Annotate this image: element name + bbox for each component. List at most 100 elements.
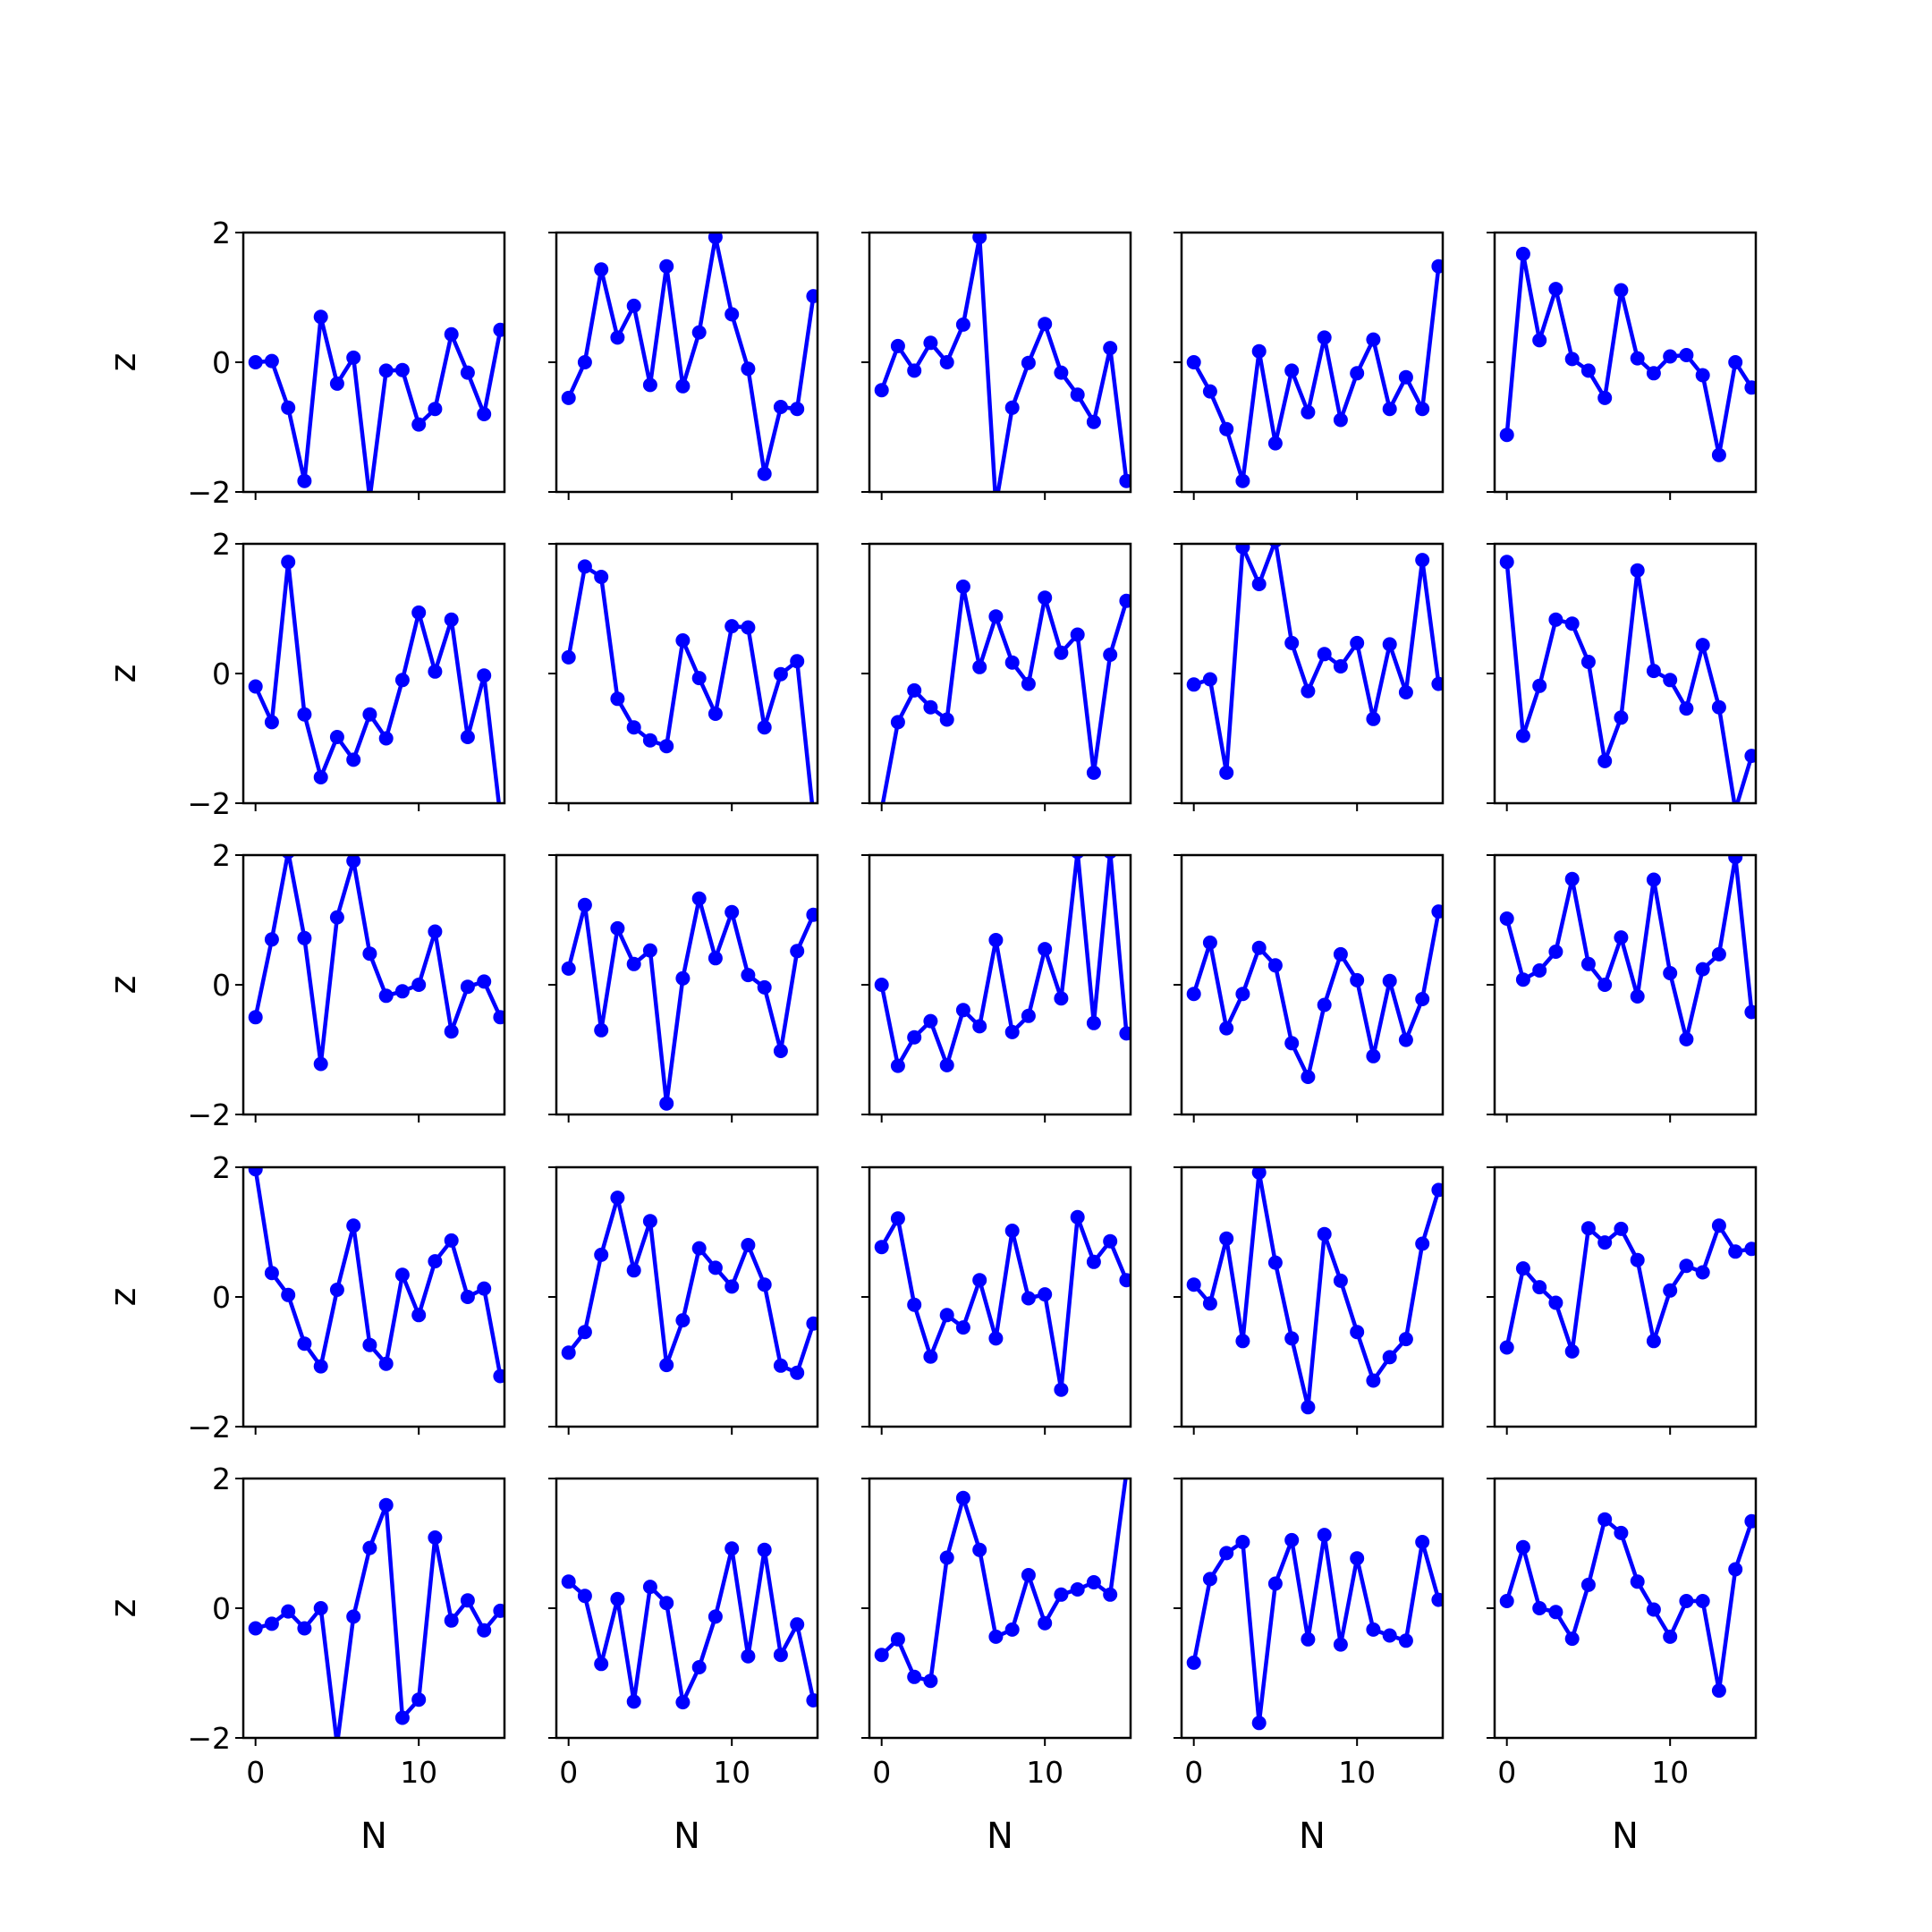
data-point [1070,1582,1085,1597]
data-point [1366,1373,1381,1388]
data-point [1614,930,1629,945]
panel-plot-area [561,1541,818,1710]
data-point [741,620,756,635]
data-point [394,1267,410,1283]
data-point [1614,283,1629,298]
data-point [493,322,504,337]
panel-plot-area [1499,246,1756,462]
data-point [1580,1577,1596,1592]
data-point [642,377,657,393]
y-tick-label: 2 [212,216,231,250]
panel-plot-area [248,1497,504,1738]
data-point [790,1617,805,1632]
data-point [346,350,361,365]
data-point [642,733,657,748]
data-point [741,968,756,983]
data-point [561,1345,576,1360]
data-point [1499,1340,1514,1355]
series-line [253,560,501,803]
data-point [1366,1622,1381,1637]
data-point [659,739,674,754]
data-point [1398,1633,1413,1648]
data-point [297,1336,312,1352]
data-point [1119,1273,1131,1288]
data-point [1515,1539,1530,1555]
y-tick-label: −2 [187,1097,231,1132]
series-line [1191,1170,1441,1410]
data-point [939,1550,954,1565]
data-point [806,289,818,304]
y-axis-label: z [103,665,144,683]
data-point [394,984,410,999]
data-point [610,920,625,936]
data-point [642,943,657,958]
y-axis-label: z [103,976,144,995]
panel-plot-area [1186,1528,1443,1731]
panel-plot-area [248,309,504,492]
data-point [1350,1325,1365,1340]
data-point [724,904,740,919]
data-point [1597,1512,1613,1527]
data-point [1202,935,1217,950]
panel-1-3 [861,231,1132,500]
data-point [411,978,427,992]
series-line [1504,855,1754,1042]
data-point [1663,1629,1678,1644]
series-line [255,1503,503,1738]
panel-plot-area [561,233,818,481]
data-point [1580,1221,1596,1236]
panel-1-1: −2 0 2 z [103,216,506,510]
data-point [1202,672,1217,687]
data-point [675,1313,691,1328]
data-point [939,712,954,727]
data-point [741,361,756,377]
data-point [460,979,475,995]
data-point [428,664,443,679]
data-point [691,1241,707,1256]
data-point [1431,258,1443,274]
series-line [1504,1224,1752,1354]
series-line [1504,562,1754,803]
series-line [255,315,503,492]
data-point [626,720,641,735]
panel-4-4 [1174,1165,1445,1435]
data-point [806,907,818,922]
data-point [1744,1241,1756,1257]
data-point [1267,1576,1283,1591]
data-point [1580,363,1596,378]
data-point [1004,1024,1020,1039]
data-point [493,1603,504,1618]
y-tick-label: −2 [187,475,231,510]
data-point [1728,855,1743,865]
series-line [1504,251,1754,457]
data-point [1663,349,1678,364]
panel-1-4 [1174,231,1445,500]
data-point [1597,1235,1613,1250]
data-point [264,715,279,730]
data-point [297,930,312,945]
data-point [1235,987,1250,1002]
data-point [907,1669,922,1684]
data-point [1532,963,1547,978]
data-point [1004,1224,1020,1238]
y-tick-label: 0 [212,657,231,691]
data-point [411,417,427,432]
data-point [1350,972,1365,987]
data-point [955,579,970,594]
data-point [955,1320,970,1335]
data-point [281,1287,296,1302]
data-point [313,309,328,325]
data-point [477,1623,492,1638]
data-point [1744,749,1756,764]
data-point [1398,369,1413,385]
data-point [594,1657,609,1672]
data-point [890,1631,905,1647]
x-tick-label: 0 [872,1755,891,1790]
data-point [1382,1628,1397,1643]
data-point [659,258,674,274]
y-axis-label: z [103,353,144,372]
data-point [1499,911,1514,926]
data-point [1679,1594,1694,1608]
data-point [923,1013,938,1029]
panel-plot-area [248,555,501,803]
